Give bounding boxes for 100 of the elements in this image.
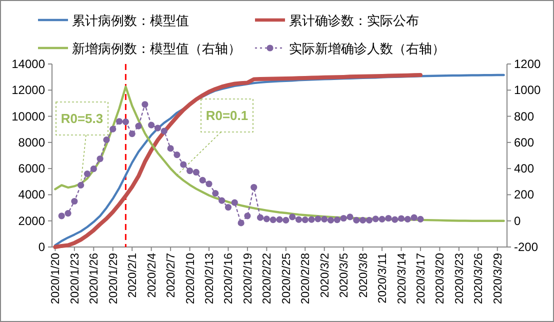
annotation: R0=5.3: [60, 111, 104, 126]
y2-tick-label: 1000: [514, 83, 542, 98]
point: [327, 216, 334, 224]
legend-label: 累计确诊数：实际公布: [289, 13, 419, 28]
line-series: [54, 74, 505, 246]
point: [212, 190, 219, 197]
point: [64, 210, 72, 217]
point: [192, 168, 200, 176]
x-tick-label: 2020/2/4: [146, 252, 158, 298]
point: [321, 216, 328, 222]
x-tick-label: 2020/1/26: [88, 253, 101, 304]
y2-tick-label: 800: [514, 109, 534, 124]
point: [353, 216, 360, 224]
point: [308, 216, 315, 223]
point: [90, 166, 97, 172]
y-tick-label: 8000: [18, 135, 46, 150]
x-tick-label: 2020/3/17: [415, 253, 428, 304]
y-tick-label: 0: [38, 240, 46, 254]
point: [135, 122, 142, 130]
point: [148, 122, 155, 128]
y2-tick-label: 200: [514, 188, 534, 202]
x-tick-label: 2020/2/28: [300, 253, 312, 304]
point: [238, 220, 244, 226]
point: [378, 216, 386, 222]
point: [218, 197, 226, 204]
point: [410, 214, 418, 221]
point: [417, 216, 424, 222]
point: [84, 170, 91, 178]
point: [263, 216, 270, 222]
x-tick-label: 2020/3/14: [396, 252, 408, 304]
point: [58, 212, 65, 220]
y-tick-label: 2000: [18, 214, 46, 228]
point: [122, 118, 129, 126]
point: [366, 216, 373, 224]
point: [314, 216, 322, 222]
point: [206, 180, 212, 188]
x-tick-label: 2020/1/20: [50, 253, 62, 304]
y2-tick-label: 0: [514, 214, 521, 228]
point: [110, 126, 116, 132]
point: [392, 216, 398, 223]
point: [385, 214, 392, 222]
point: [142, 101, 148, 108]
x-tick-label: 2020/3/23: [454, 253, 466, 304]
x-tick-label: 2020/2/16: [223, 253, 236, 304]
x-tick-label: 2020/3/8: [358, 253, 370, 298]
point: [244, 212, 251, 220]
y-tick-label: 4000: [18, 188, 46, 202]
point: [231, 199, 238, 206]
x-tick-label: 2020/2/10: [184, 253, 197, 304]
legend-label: 实际新增确诊人数（右轴）: [289, 41, 445, 56]
x-tick-label: 2020/3/11: [377, 253, 390, 304]
point: [250, 184, 258, 191]
x-tick-label: 2020/3/20: [434, 253, 447, 304]
point: [256, 214, 264, 221]
point: [78, 182, 84, 188]
y-tick-label: 14000: [12, 57, 46, 71]
legend-label: 新增病例数：模型值（右轴）: [72, 41, 241, 56]
point: [270, 216, 276, 224]
x-tick-label: 2020/3/5: [338, 253, 351, 298]
x-tick-label: 2020/2/13: [204, 253, 216, 304]
point: [404, 216, 411, 222]
point: [282, 216, 290, 224]
y2-tick-label: 1200: [514, 57, 542, 71]
point: [224, 204, 232, 211]
y2-tick-label: 600: [514, 135, 534, 150]
x-tick-label: 2020/1/23: [69, 253, 82, 304]
x-tick-label: 2020/2/22: [262, 253, 274, 304]
x-tick-label: 2020/3/29: [492, 253, 504, 304]
annotation: R0=0.1: [206, 108, 248, 123]
point: [160, 128, 168, 134]
point: [167, 145, 174, 152]
x-tick-label: 2020/2/19: [242, 253, 254, 304]
point: [340, 214, 347, 222]
point: [116, 118, 123, 125]
point: [295, 216, 302, 223]
point: [360, 216, 366, 224]
x-tick-label: 2020/2/25: [280, 253, 293, 304]
point: [302, 216, 308, 224]
x-tick-label: 2020/1/29: [108, 253, 120, 304]
point: [276, 216, 283, 223]
point: [180, 161, 187, 168]
y2-tick-label: -200: [514, 240, 538, 254]
legend-label: 累计病例数：模型值: [72, 13, 189, 28]
point: [128, 130, 136, 138]
point: [174, 152, 180, 158]
y2-tick-label: 400: [514, 162, 534, 176]
point: [398, 215, 405, 222]
point: [103, 136, 110, 144]
point: [372, 216, 379, 222]
point: [96, 155, 104, 162]
line-series: [54, 86, 505, 222]
point: [289, 214, 296, 220]
y-tick-label: 12000: [12, 83, 46, 98]
line-series: [53, 72, 422, 249]
point: [71, 198, 78, 205]
x-tick-label: 2020/2/1: [127, 253, 140, 298]
y-tick-label: 10000: [12, 109, 46, 124]
point: [154, 124, 162, 132]
point: [346, 214, 354, 220]
x-tick-label: 2020/2/7: [166, 253, 178, 298]
